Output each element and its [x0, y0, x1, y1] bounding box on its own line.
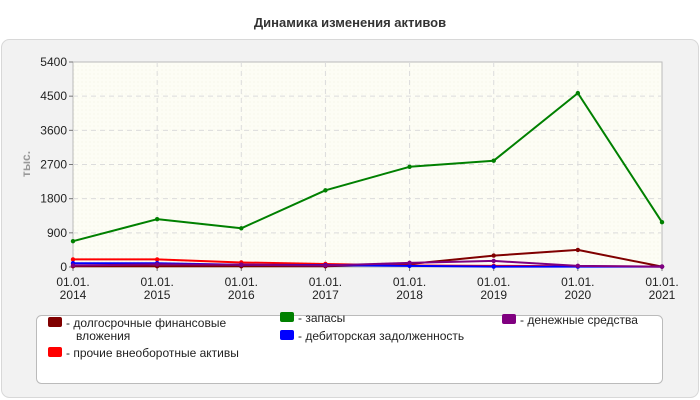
legend-swatch	[48, 347, 62, 357]
y-tick-label: 0	[60, 260, 67, 274]
data-point	[491, 253, 496, 258]
legend-entry: - прочие внеоборотные активы	[66, 346, 239, 360]
legend-swatch	[502, 314, 516, 324]
data-point	[575, 247, 581, 253]
series-line-2	[72, 92, 663, 243]
data-point	[659, 220, 665, 225]
y-tick-label: 900	[47, 226, 67, 240]
data-point	[70, 263, 76, 268]
data-point	[491, 158, 496, 163]
gridlines	[73, 62, 662, 267]
legend-swatch	[48, 317, 62, 327]
data-point	[70, 238, 76, 244]
data-point	[323, 188, 328, 193]
x-tick-label: 01.01. 2019	[477, 275, 510, 302]
y-axis-label: тыс.	[19, 151, 33, 177]
data-point	[323, 263, 328, 268]
chart-title: Динамика изменения активов	[254, 15, 446, 30]
x-tick-label: 01.01. 2015	[140, 275, 173, 302]
data-point	[239, 226, 244, 231]
plot-area	[72, 61, 663, 268]
data-point	[239, 262, 244, 267]
legend-entry: - дебиторская задолженность	[298, 329, 464, 343]
legend: - долгосрочные финансовые вложения - прочи…	[48, 311, 638, 360]
data-point	[154, 257, 160, 262]
x-tick-label: 01.01. 2021	[645, 275, 678, 302]
series-line-4	[72, 259, 663, 268]
legend-entry: - денежные средства	[520, 313, 638, 327]
data-point	[154, 262, 160, 267]
legend-entry: - долгосрочные финансовые вложения	[66, 316, 226, 343]
legend-entry: - запасы	[298, 311, 345, 325]
x-tick-label: 01.01. 2014	[56, 275, 89, 302]
x-axis-ticks: 01.01. 2014 01.01. 2015 01.01. 2016 01.01. 2017…	[56, 267, 679, 302]
data-point	[575, 263, 581, 269]
data-point	[491, 258, 496, 264]
series-lines	[70, 90, 665, 269]
y-tick-label: 1800	[40, 192, 67, 206]
legend-box	[36, 315, 663, 384]
y-tick-label: 5400	[40, 55, 67, 69]
x-tick-label: 01.01. 2016	[225, 275, 258, 302]
legend-swatch	[280, 330, 294, 340]
y-tick-label: 3600	[40, 123, 67, 137]
x-tick-label: 01.01. 2018	[393, 275, 426, 302]
data-point	[407, 263, 412, 269]
data-point	[491, 264, 496, 269]
data-point	[154, 216, 160, 222]
y-tick-label: 4500	[40, 89, 67, 103]
data-point	[70, 257, 76, 262]
data-point	[407, 260, 412, 266]
data-point	[575, 90, 581, 96]
data-point	[659, 264, 665, 269]
y-tick-label: 2700	[40, 158, 67, 172]
legend-swatch	[280, 312, 294, 322]
x-tick-label: 01.01. 2017	[309, 275, 342, 302]
y-axis-ticks: 0 900 1800 2700 3600 4500 5400	[40, 55, 73, 274]
data-point	[407, 164, 412, 169]
x-tick-label: 01.01. 2020	[561, 275, 594, 302]
